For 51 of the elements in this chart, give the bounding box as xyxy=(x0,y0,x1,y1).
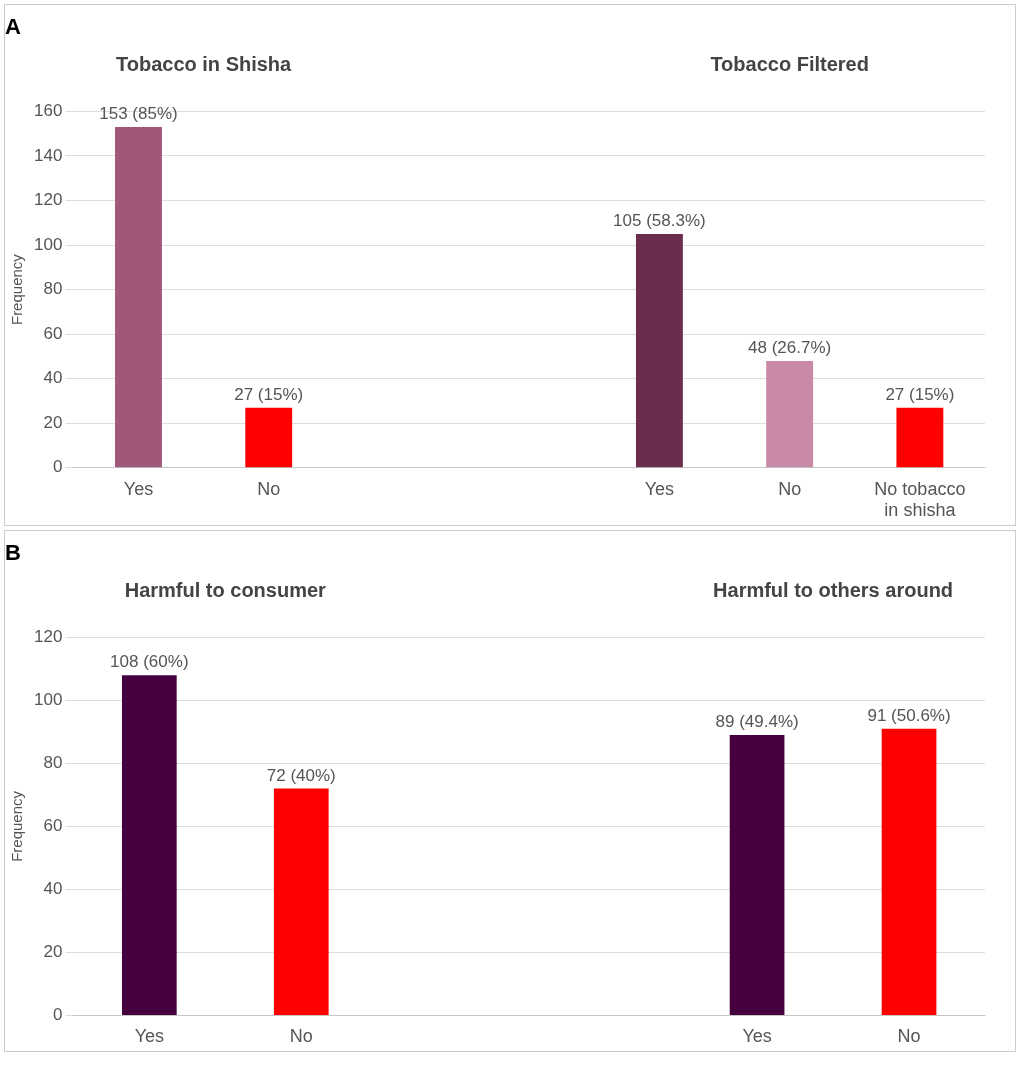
x-tick-label: No tobacco in shisha xyxy=(874,478,966,521)
text: Tobacco in Shisha xyxy=(115,53,293,76)
data-label: 153 (85%) xyxy=(99,103,178,123)
bar xyxy=(881,728,937,1015)
data-label: 105 (58.3%) xyxy=(613,210,706,230)
bar xyxy=(115,126,162,468)
bar xyxy=(766,360,814,468)
y-tick-label: 20 xyxy=(43,942,63,962)
y-tick-label: 40 xyxy=(43,368,63,388)
x-tick-label: Yes xyxy=(644,478,675,499)
y-tick-label: 60 xyxy=(43,323,63,343)
bar xyxy=(635,233,683,468)
data-label: 108 (60%) xyxy=(110,652,189,672)
text: Tobacco Filtered xyxy=(710,53,869,76)
data-label: 89 (49.4%) xyxy=(715,712,799,732)
bar xyxy=(245,407,293,468)
x-tick-label: Yes xyxy=(134,1026,165,1047)
y-tick-label: 80 xyxy=(43,753,63,773)
x-tick-label: Yes xyxy=(742,1026,772,1047)
y-tick-label: 120 xyxy=(33,627,63,647)
data-label: 27 (15%) xyxy=(234,384,304,404)
data-label: 72 (40%) xyxy=(266,765,336,785)
y-tick-label: 60 xyxy=(43,816,63,836)
y-tick-label: 40 xyxy=(43,879,63,899)
x-tick-label: No xyxy=(897,1026,921,1047)
y-tick-label: 100 xyxy=(33,234,63,254)
data-label: 27 (15%) xyxy=(885,384,955,404)
x-tick-label: No xyxy=(257,478,281,499)
chart-title: B xyxy=(5,540,21,566)
y-tick-label: 160 xyxy=(33,101,63,121)
y-tick-label: 0 xyxy=(52,457,63,477)
data-label: 48 (26.7%) xyxy=(748,337,832,357)
y-axis-title: Frequency xyxy=(8,790,26,862)
x-tick-label: No xyxy=(289,1026,313,1047)
bar xyxy=(273,788,329,1015)
data-label: 91 (50.6%) xyxy=(867,705,951,725)
y-tick-label: 80 xyxy=(43,279,63,299)
chart-title: A xyxy=(5,14,21,40)
y-axis-title: Frequency xyxy=(8,253,26,326)
bar xyxy=(729,735,785,1015)
bar xyxy=(896,407,944,468)
y-tick-label: 20 xyxy=(43,412,63,432)
text: Harmful to others around xyxy=(713,579,954,602)
y-tick-label: 140 xyxy=(33,145,63,165)
x-tick-label: No xyxy=(778,478,802,499)
y-tick-label: 120 xyxy=(33,190,63,210)
bar xyxy=(121,675,177,1015)
y-tick-label: 0 xyxy=(52,1005,63,1025)
x-tick-label: Yes xyxy=(123,478,154,499)
y-tick-label: 100 xyxy=(33,690,63,710)
text: Harmful to consumer xyxy=(124,579,327,602)
